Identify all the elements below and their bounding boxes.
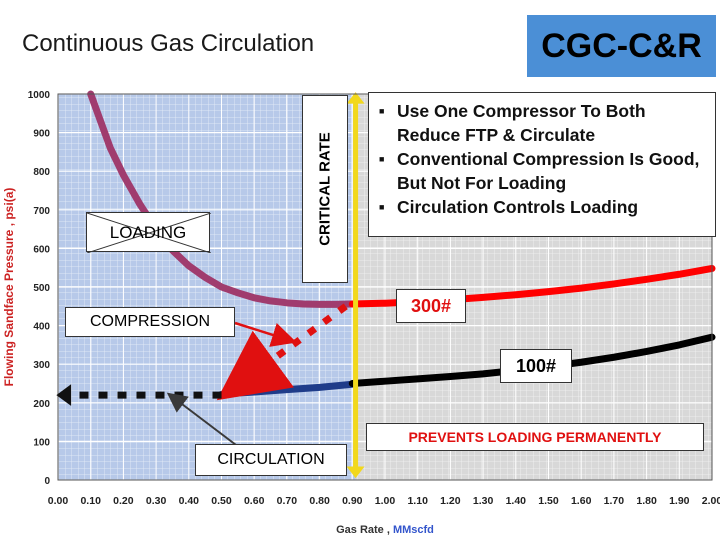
y-tick-label: 100 — [33, 437, 50, 448]
x-tick-label: 0.40 — [179, 495, 200, 507]
y-tick-label: 500 — [33, 283, 50, 294]
x-tick-label: 1.40 — [506, 495, 527, 507]
y-tick-label: 200 — [33, 399, 50, 410]
bullet-3: ■ Circulation Controls Loading — [379, 197, 639, 217]
annotations — [56, 303, 348, 449]
loading-cross — [87, 213, 211, 253]
x-tick-label: 0.60 — [244, 495, 265, 507]
circulation-arrowhead — [56, 384, 72, 406]
critical-rate-label: CRITICAL RATE — [302, 95, 348, 283]
x-tick-label: 1.20 — [440, 495, 461, 507]
bullet-2: ■ Conventional Compression Is Good, But N… — [379, 147, 707, 195]
y-tick-label: 1000 — [28, 90, 51, 101]
x-tick-label: 1.50 — [538, 495, 559, 507]
circulation-label: CIRCULATION — [195, 444, 347, 476]
pressure-300-label: 300# — [396, 289, 466, 323]
compression-label: COMPRESSION — [65, 307, 235, 337]
loading-label: LOADING — [86, 212, 211, 253]
brand-box: CGC-C&R — [527, 15, 716, 77]
x-tick-label: 1.70 — [604, 495, 625, 507]
circulation-pointer — [166, 392, 241, 449]
series-line-1 — [87, 90, 356, 308]
y-tick-label: 300 — [33, 360, 50, 371]
x-tick-label: 1.90 — [669, 495, 690, 507]
critical-rate-text: CRITICAL RATE — [316, 132, 334, 246]
y-axis-label: Flowing Sandface Pressure , psi(a) — [2, 188, 16, 387]
bullet-1: ■ Use One Compressor To Both Reduce FTP &… — [379, 99, 707, 147]
x-tick-label: 0.30 — [146, 495, 167, 507]
x-tick-label: 1.80 — [636, 495, 657, 507]
pressure-100-label: 100# — [500, 349, 572, 383]
x-tick-label: 0.80 — [309, 495, 330, 507]
x-tick-label: 0.50 — [211, 495, 232, 507]
x-tick-label: 1.60 — [571, 495, 592, 507]
y-tick-label: 700 — [33, 206, 50, 217]
critical-rate-arrow-down — [346, 466, 365, 479]
x-tick-label: 1.30 — [473, 495, 494, 507]
x-tick-label: 0.70 — [277, 495, 298, 507]
bullet-2-text: Conventional Compression Is Good, But No… — [397, 149, 700, 193]
prevents-loading-label: PREVENTS LOADING PERMANENTLY — [366, 423, 704, 451]
y-tick-label: 600 — [33, 244, 50, 255]
y-tick-label: 800 — [33, 167, 50, 178]
axes: 0 100 200 300 400 500 600 700 800 900 1000 0.00 0.10… — [2, 90, 720, 536]
y-tick-label: 900 — [33, 129, 50, 140]
bullet-box: ■ Use One Compressor To Both Reduce FTP &… — [368, 92, 716, 237]
x-tick-label: 0.90 — [342, 495, 363, 507]
bullet-1-text: Use One Compressor To Both Reduce FTP & … — [397, 101, 646, 145]
x-tick-label: 0.20 — [113, 495, 134, 507]
x-tick-label: 1.00 — [375, 495, 396, 507]
slide-title: Continuous Gas Circulation — [22, 30, 315, 57]
y-tick-label: 400 — [33, 322, 50, 333]
x-tick-label: 0.10 — [80, 495, 101, 507]
compression-path — [216, 303, 348, 401]
critical-rate-arrow-up — [346, 92, 365, 104]
loading-text: LOADING — [109, 223, 187, 242]
y-tick-label: 0 — [44, 476, 50, 487]
bullet-3-text: Circulation Controls Loading — [397, 197, 639, 217]
x-tick-label: 1.10 — [407, 495, 428, 507]
x-tick-label: 2.00 — [702, 495, 720, 507]
compression-pointer — [234, 321, 297, 347]
x-axis-label: Gas Rate , MMscfd — [336, 524, 434, 536]
x-tick-label: 0.00 — [48, 495, 69, 507]
